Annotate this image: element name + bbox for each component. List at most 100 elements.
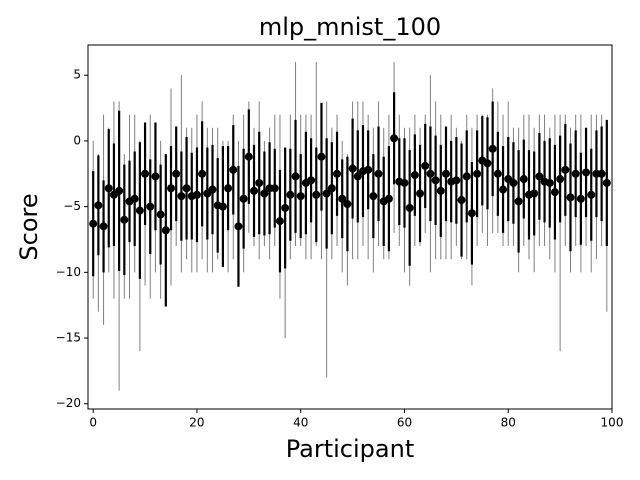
mean-point <box>317 152 326 161</box>
mean-point <box>535 172 544 181</box>
mean-point <box>416 189 425 198</box>
mean-point <box>576 194 585 203</box>
x-tick-label: 0 <box>89 416 97 430</box>
mean-point <box>104 184 113 193</box>
mean-point <box>390 134 399 143</box>
mean-point <box>198 169 207 178</box>
mean-point <box>130 194 139 203</box>
mean-point <box>270 184 279 193</box>
mean-point <box>167 184 176 193</box>
mean-point <box>483 159 492 168</box>
x-tick-label: 80 <box>501 416 516 430</box>
y-tick-label: 5 <box>73 68 81 82</box>
mean-point <box>384 194 393 203</box>
mean-point <box>509 178 518 187</box>
mean-point <box>182 184 191 193</box>
mean-point <box>322 189 331 198</box>
mean-point <box>374 169 383 178</box>
mean-point <box>312 190 321 199</box>
mean-point <box>333 169 342 178</box>
chart-title: mlp_mnist_100 <box>259 13 441 41</box>
x-tick-label: 100 <box>601 416 624 430</box>
mean-point <box>307 176 316 185</box>
mean-point <box>89 219 98 228</box>
mean-point <box>151 172 160 181</box>
mean-point <box>597 169 606 178</box>
mean-point <box>566 193 575 202</box>
mean-point <box>550 188 559 197</box>
mean-point <box>343 200 352 209</box>
mean-point <box>556 175 565 184</box>
mean-point <box>353 172 362 181</box>
mean-point <box>99 222 108 231</box>
mean-point <box>519 175 528 184</box>
mean-point <box>146 202 155 211</box>
mean-point <box>281 203 290 212</box>
mean-point <box>493 169 502 178</box>
mean-point <box>338 194 347 203</box>
y-axis-label: Score <box>15 193 43 260</box>
mean-point <box>452 176 461 185</box>
mean-point <box>286 190 295 199</box>
y-tick-label: −15 <box>56 331 81 345</box>
mean-point <box>431 176 440 185</box>
mean-point <box>141 169 150 178</box>
mean-point <box>488 144 497 153</box>
mean-point <box>115 186 124 195</box>
mean-point <box>473 169 482 178</box>
mean-point <box>177 192 186 201</box>
mean-point <box>457 196 466 205</box>
mean-point <box>561 165 570 174</box>
mean-point <box>405 203 414 212</box>
mean-point <box>582 168 591 177</box>
mean-point <box>260 189 269 198</box>
mean-point <box>234 222 243 231</box>
mean-point <box>467 209 476 218</box>
mean-point <box>172 169 181 178</box>
x-tick-label: 20 <box>189 416 204 430</box>
mean-point <box>229 165 238 174</box>
mean-point <box>244 152 253 161</box>
mean-point <box>275 217 284 226</box>
mean-point <box>218 202 227 211</box>
mean-point <box>514 197 523 206</box>
x-tick-label: 40 <box>293 416 308 430</box>
mean-point <box>545 178 554 187</box>
mean-point <box>436 186 445 195</box>
mean-point <box>255 178 264 187</box>
mean-point <box>462 172 471 181</box>
mean-point <box>348 164 357 173</box>
mean-point <box>587 190 596 199</box>
mean-point <box>135 206 144 215</box>
mean-point <box>161 226 170 235</box>
y-tick-label: −5 <box>63 199 81 213</box>
mean-point <box>250 186 259 195</box>
mean-point <box>192 190 201 199</box>
mean-point <box>426 169 435 178</box>
plot-frame <box>87 44 613 410</box>
mean-point <box>327 184 336 193</box>
mean-point <box>602 178 611 187</box>
mean-point <box>369 192 378 201</box>
mean-point <box>156 210 165 219</box>
x-tick-label: 60 <box>397 416 412 430</box>
mean-point <box>499 185 508 194</box>
y-tick-label: −10 <box>56 265 81 279</box>
mean-point <box>94 201 103 210</box>
mean-point <box>441 169 450 178</box>
mean-point <box>364 165 373 174</box>
mean-point <box>120 215 129 224</box>
mean-point <box>208 185 217 194</box>
y-tick-label: −20 <box>56 396 81 410</box>
x-axis-label: Participant <box>286 435 414 463</box>
mean-point <box>400 178 409 187</box>
mean-point <box>239 194 248 203</box>
mean-point <box>571 169 580 178</box>
mean-point <box>410 171 419 180</box>
mean-point <box>530 189 539 198</box>
mean-point <box>291 172 300 181</box>
mean-point <box>224 184 233 193</box>
mean-point <box>296 192 305 201</box>
y-tick-label: 0 <box>73 133 81 147</box>
